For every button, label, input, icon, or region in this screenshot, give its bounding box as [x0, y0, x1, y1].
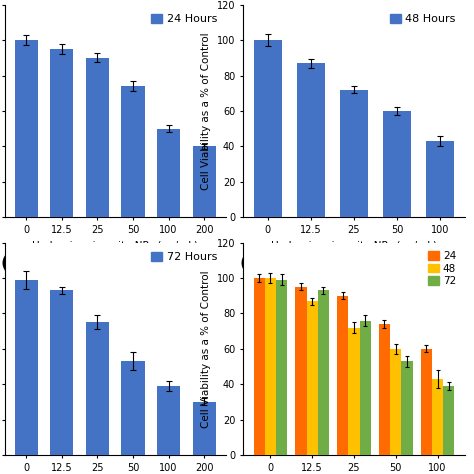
Bar	[295, 287, 307, 455]
Bar	[121, 361, 145, 455]
Bar	[254, 278, 265, 455]
Text: (b): (b)	[239, 255, 268, 273]
Bar	[307, 301, 318, 455]
Bar	[121, 86, 145, 217]
Bar	[15, 280, 38, 455]
Bar	[383, 111, 411, 217]
Bar	[50, 49, 73, 217]
Legend: 24 Hours: 24 Hours	[147, 10, 220, 27]
Legend: 24, 48, 72: 24, 48, 72	[425, 248, 459, 289]
Bar	[297, 63, 325, 217]
Bar	[265, 278, 276, 455]
Bar	[427, 141, 455, 217]
Legend: 48 Hours: 48 Hours	[386, 10, 459, 27]
X-axis label: Hydronium jarosite NPs (μg/mL): Hydronium jarosite NPs (μg/mL)	[271, 241, 437, 251]
Bar	[86, 322, 109, 455]
Bar	[15, 40, 38, 217]
Bar	[192, 146, 216, 217]
Bar	[432, 379, 443, 455]
Bar	[318, 291, 329, 455]
Bar	[443, 386, 455, 455]
Bar	[340, 90, 368, 217]
Bar	[360, 320, 371, 455]
Bar	[337, 296, 348, 455]
X-axis label: Hydronium jarosite NPs (μg/mL): Hydronium jarosite NPs (μg/mL)	[32, 241, 198, 251]
Bar	[157, 128, 180, 217]
Bar	[254, 40, 282, 217]
Y-axis label: Cell Viability as a % of Control: Cell Viability as a % of Control	[201, 32, 211, 190]
Bar	[420, 349, 432, 455]
Legend: 72 Hours: 72 Hours	[147, 248, 220, 265]
Bar	[276, 280, 287, 455]
Bar	[401, 361, 413, 455]
Bar	[50, 291, 73, 455]
Bar	[348, 328, 360, 455]
Y-axis label: Cell Viability as a % of Control: Cell Viability as a % of Control	[201, 270, 211, 428]
Bar	[86, 58, 109, 217]
Text: (a): (a)	[0, 255, 29, 273]
Bar	[192, 402, 216, 455]
Bar	[379, 324, 390, 455]
Bar	[390, 349, 401, 455]
Bar	[157, 386, 180, 455]
